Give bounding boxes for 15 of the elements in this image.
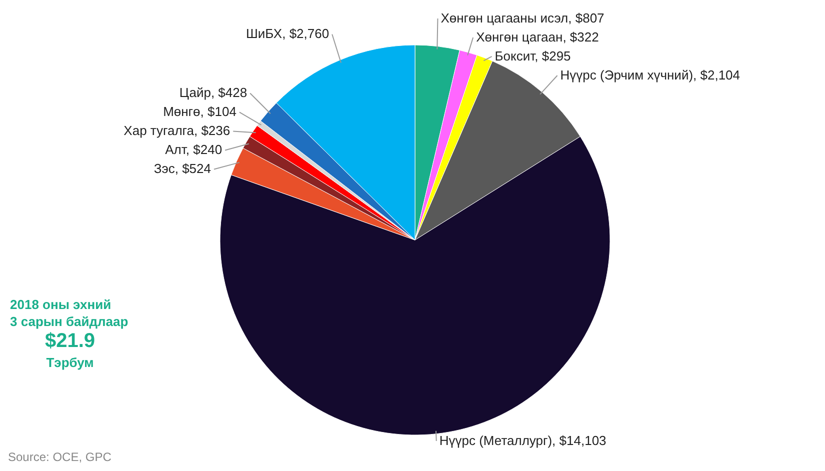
text: Тэрбум xyxy=(46,355,94,370)
slice-label: Нүүрс (Металлург), $14,103 xyxy=(439,433,606,448)
text: $21.9 xyxy=(44,330,96,352)
slice-label: Мөнгө, $104 xyxy=(163,104,236,120)
slice-label: Хөнгөн цагааны исэл, $807 xyxy=(440,10,604,26)
slice-label: Нүүрс (Эрчим хүчний), $2,104 xyxy=(560,67,740,82)
slice-label: Боксит, $295 xyxy=(494,48,571,64)
slice-label: ШиБХ, $2,760 xyxy=(246,26,330,42)
slice-label: Зэс, $524 xyxy=(154,161,211,176)
source-note: Source: OCE, GPC xyxy=(8,450,112,464)
text: 2018 оны эхний 3 сарын байдлаар xyxy=(10,297,128,329)
slice-label: Хөнгөн цагаан, $322 xyxy=(476,29,599,44)
slice-label: Цайр, $428 xyxy=(179,85,248,100)
slice-label: Алт, $240 xyxy=(165,142,222,158)
slice-label: Хар тугалга, $236 xyxy=(124,123,230,138)
